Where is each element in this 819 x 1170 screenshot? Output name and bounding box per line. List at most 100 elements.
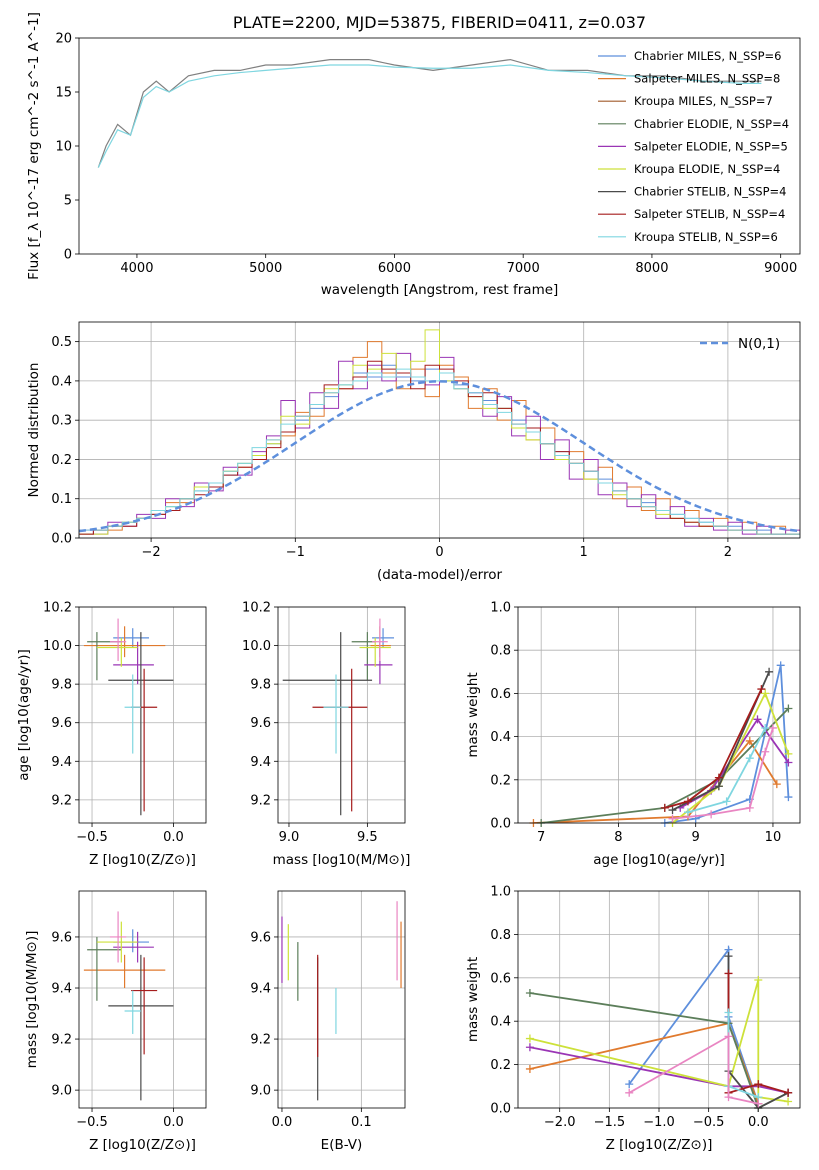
panel-5: −0.5 0.0 9.0 9.2 9.4 9.6 Z [log10(Z/Z⊙)] mass [… (24, 890, 207, 1153)
weight-line (671, 691, 790, 823)
y-tick-label: 9.8 (51, 678, 72, 693)
weight-marker (784, 758, 793, 767)
weight-line (541, 707, 790, 823)
weight-marker (754, 1080, 763, 1089)
histogram-xlabel: (data-model)/error (377, 567, 503, 583)
axes-frame (78, 321, 801, 539)
x-tick-label: −1 (286, 545, 305, 560)
y-tick-label: 9.6 (250, 716, 271, 731)
x-tick-label: 9.0 (279, 830, 300, 845)
panel-1: −2 −1 0 1 2 0.0 0.1 0.2 0.3 0.4 0.5 N(0,1) (data-mod… (26, 321, 801, 583)
x-tick-label: −1.5 (594, 1115, 626, 1130)
legend-label: Salpeter STELIB, N_SSP=4 (634, 207, 785, 221)
y-tick-label: 0.4 (490, 1015, 511, 1030)
y-tick-label: 10.2 (242, 601, 271, 616)
panel-3: 9.0 9.5 9.2 9.4 9.6 9.8 10.0 10.2 mass [log10(M/… (242, 601, 410, 869)
y-tick-label: 9.0 (51, 1084, 72, 1099)
weight-marker (525, 1043, 534, 1052)
weight-marker (784, 704, 793, 713)
axes-frame (277, 606, 406, 824)
weight-marker (761, 689, 770, 698)
y-tick-label: 9.2 (250, 1033, 271, 1048)
y-tick-label: 0.2 (490, 773, 511, 788)
weight-marker (753, 715, 762, 724)
weight-marker (707, 810, 716, 819)
histogram-ylabel: Normed distribution (26, 363, 42, 498)
panel-7-ylabel: mass weight (465, 957, 481, 1042)
y-tick-label: 0.2 (490, 1058, 511, 1073)
y-tick-label: 9.6 (51, 930, 72, 945)
weight-marker (525, 988, 534, 997)
weight-marker (745, 736, 754, 745)
y-tick-label: 0.6 (490, 971, 511, 986)
x-tick-label: 0.0 (748, 1115, 769, 1130)
weight-marker (757, 685, 766, 694)
weight-marker (683, 797, 692, 806)
y-tick-label: 0.4 (490, 730, 511, 745)
legend-label: Salpeter MILES, N_SSP=8 (634, 72, 780, 86)
panel-6-xlabel: E(B-V) (321, 1137, 363, 1153)
weight-marker (784, 793, 793, 802)
panel-4: 7 8 9 10 0.0 0.2 0.4 0.6 0.8 1.0 age [log10(age/yr… (465, 601, 801, 868)
weight-line (533, 739, 778, 823)
legend-label: Kroupa MILES, N_SSP=7 (634, 94, 773, 108)
y-tick-label: 0.8 (490, 644, 511, 659)
weight-marker (525, 1034, 534, 1043)
panel-5-xlabel: Z [log10(Z/Z⊙)] (89, 1137, 196, 1153)
weight-marker (714, 773, 723, 782)
weight-line (628, 1034, 759, 1105)
weight-marker (772, 780, 781, 789)
y-tick-label: 0.0 (51, 532, 72, 547)
axes-frame (78, 37, 801, 255)
x-tick-label: 0.0 (163, 830, 184, 845)
weight-marker (714, 782, 723, 791)
panel-5-ylabel: mass [log10(M/M⊙)] (24, 931, 40, 1069)
y-tick-label: 10.2 (43, 601, 72, 616)
x-tick-label: 2 (724, 545, 732, 560)
weight-marker (765, 667, 774, 676)
y-tick-label: 9.4 (51, 755, 72, 770)
y-tick-label: 9.4 (250, 982, 271, 997)
weight-marker (724, 1032, 733, 1041)
y-tick-label: 9.4 (250, 755, 271, 770)
x-tick-label: 0.1 (351, 1115, 372, 1130)
weight-marker (768, 723, 777, 732)
weight-line (727, 1012, 759, 1098)
weight-marker (784, 749, 793, 758)
legend-label: Salpeter ELODIE, N_SSP=5 (634, 139, 788, 153)
y-tick-label: 0.4 (51, 374, 72, 389)
x-tick-label: −1.0 (643, 1115, 675, 1130)
y-tick-label: 10 (55, 140, 72, 155)
weight-line (628, 946, 760, 1104)
y-tick-label: 9.2 (250, 793, 271, 808)
panel-2-ylabel: age [log10(age/yr)] (16, 649, 32, 781)
y-tick-label: 1.0 (490, 885, 511, 900)
weight-marker (625, 1088, 634, 1097)
weight-marker (724, 1093, 733, 1102)
legend-label: Chabrier ELODIE, N_SSP=4 (634, 117, 789, 131)
y-tick-label: 9.8 (250, 678, 271, 693)
weight-marker (745, 754, 754, 763)
spectrum-xlabel: wavelength [Angstrom, rest frame] (321, 282, 559, 298)
y-tick-label: 0 (64, 248, 72, 263)
x-tick-label: 8 (614, 830, 622, 845)
y-tick-label: 9.6 (51, 716, 72, 731)
axes-frame (517, 890, 801, 1109)
weight-marker (683, 808, 692, 817)
x-tick-label: 9000 (764, 261, 797, 276)
x-tick-label: 10 (765, 830, 782, 845)
weight-marker (761, 723, 770, 732)
axes-frame (78, 890, 207, 1109)
y-tick-label: 0.8 (490, 928, 511, 943)
panel-0: 4000 5000 6000 7000 8000 9000 0 5 10 15 20 PLATE=22… (26, 12, 801, 298)
legend-label: Kroupa ELODIE, N_SSP=4 (634, 162, 780, 176)
x-tick-label: −0.5 (693, 1115, 725, 1130)
x-tick-label: 1 (580, 545, 588, 560)
x-tick-label: 0.0 (163, 1115, 184, 1130)
panel-4-ylabel: mass weight (465, 672, 481, 757)
weight-marker (745, 803, 754, 812)
x-tick-label: 0.0 (272, 1115, 293, 1130)
x-tick-label: 8000 (635, 261, 668, 276)
y-tick-label: 10.0 (242, 639, 271, 654)
